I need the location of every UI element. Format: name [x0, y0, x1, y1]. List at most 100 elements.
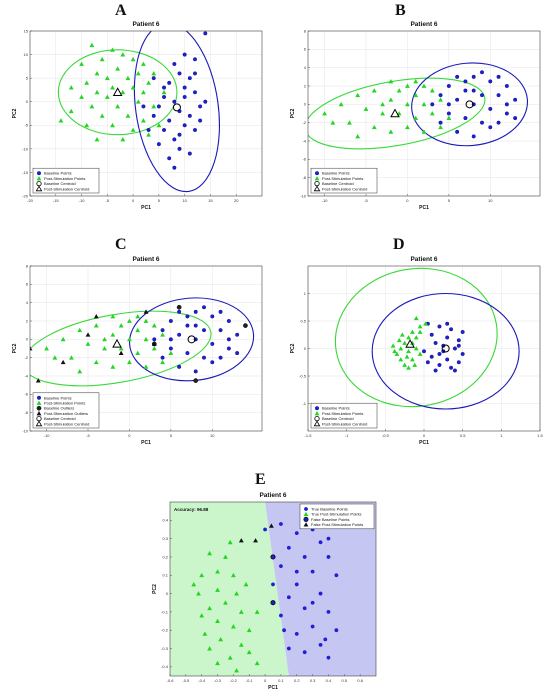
chart4-y-tick-label: -0.1 [161, 609, 169, 614]
chart2-data-point [185, 314, 190, 319]
chart1-y-tick-label: 4 [304, 65, 307, 70]
chart1-data-point [405, 101, 410, 107]
chart2-y-tick-label: -4 [24, 373, 28, 378]
chart0-title: Patient 6 [132, 21, 159, 28]
chart4-data-point [286, 646, 291, 651]
chart4-data-point [326, 655, 331, 660]
chart2-data-point [110, 332, 116, 337]
chart4-data-point [230, 624, 236, 629]
chart2-data-point [118, 323, 124, 328]
chart1-data-point [388, 97, 394, 102]
chart0-data-point [156, 122, 162, 128]
chart3-data-point [417, 329, 423, 334]
chart2-data-point [218, 328, 223, 333]
chart1-y-tick-label: 8 [304, 28, 307, 33]
chart4-data-point [326, 609, 331, 614]
chart1-y-axis-label: PC2 [290, 108, 296, 118]
chart3-x-tick-label: 0.5 [460, 433, 466, 438]
panel-letter-b: B [395, 2, 406, 19]
chart1-data-point [488, 106, 493, 111]
chart3-data-point [394, 351, 400, 356]
chart1-y-tick-label: 6 [304, 47, 307, 52]
chart2-data-point [112, 338, 122, 348]
chart1-data-point [455, 74, 460, 79]
chart0-plot-contents [57, 31, 220, 193]
panel-letter-c: C [115, 236, 127, 253]
chart3-x-tick-label: -1.5 [305, 433, 313, 438]
chart3-data-point [429, 354, 434, 359]
chart4-data-point [269, 523, 274, 528]
chart2-data-point [135, 314, 141, 319]
chart2-data-point [52, 355, 58, 360]
chart0-data-point [94, 71, 100, 76]
chart2-data-point [177, 364, 182, 369]
chart1-data-point [438, 97, 443, 102]
chart1-data-point [429, 111, 435, 116]
chart0-y-tick-label: 15 [24, 28, 29, 33]
chart2-legend-marker [37, 395, 42, 400]
chart4-x-tick-label: -0.4 [198, 678, 206, 683]
chart-d: Patient 6 -1.5 -1 -0.5 0 0.5 1 1.5 -1 -0.5 0 0.5 1 PC… [290, 256, 544, 446]
chart0-legend [32, 167, 100, 194]
chart0-data-point [115, 104, 121, 109]
chart4-x-tick-label: -0.2 [230, 678, 238, 683]
chart4-data-point [294, 582, 299, 587]
chart0-plot-frame [29, 30, 263, 197]
chart2-data-point [177, 332, 182, 337]
chart2-data-point [210, 341, 215, 346]
chart3-data-point [413, 346, 419, 351]
chart0-legend-marker [37, 171, 42, 176]
chart0-data-point [187, 151, 192, 156]
chart2-legend-marker [36, 405, 42, 411]
chart0-data-point [84, 122, 90, 128]
chart4-post-region [170, 502, 289, 676]
chart2-legend [32, 392, 100, 429]
chart2-data-point [235, 332, 240, 337]
chart4-legend-label: False Post-Stimulation Points [311, 522, 363, 527]
chart4-y-tick-label: 0 [166, 591, 169, 596]
chart2-data-point [93, 314, 99, 319]
chart0-data-point [125, 113, 131, 118]
chart3-data-point [429, 332, 434, 337]
chart0-data-point [110, 85, 115, 90]
chart2-data-point [226, 318, 231, 323]
chart2-data-point [69, 355, 74, 360]
chart4-data-point [318, 642, 323, 647]
chart4-data-point [246, 649, 252, 655]
chart4-data-point [334, 628, 339, 633]
chart1-data-point [446, 115, 452, 121]
chart4-data-point [279, 564, 283, 569]
chart2-data-point [77, 369, 83, 374]
chart2-data-point [44, 346, 49, 351]
chart0-data-point [146, 80, 151, 85]
chart0-data-point [130, 56, 136, 62]
chart3-data-point [410, 357, 415, 362]
chart3-data-point [421, 349, 426, 354]
chart2-data-point [143, 318, 149, 323]
chart0-data-point [162, 94, 167, 99]
chart4-data-point [271, 582, 275, 587]
chart0-data-point [192, 127, 197, 132]
chart2-y-tick-label: 2 [26, 318, 29, 323]
chart0-data-point [84, 80, 90, 85]
chart0-data-point [99, 113, 105, 118]
chart2-data-point [193, 369, 198, 374]
chart0-data-point [104, 75, 110, 81]
chart4-x-tick-label: -0.3 [214, 678, 222, 683]
chart-c: Patient 6 -10 -5 0 5 10 -10 -8 -6 -4 -2 0 2 4 6 8 PC1 PC2… [12, 256, 263, 446]
chart3-y-axis-label: PC2 [290, 343, 296, 353]
chart0-confidence-ellipse [57, 49, 178, 136]
chart1-x-tick-label: 5 [448, 198, 451, 203]
chart0-data-point [203, 31, 208, 36]
chart1-data-point [413, 115, 419, 121]
chart4-data-point [215, 587, 220, 592]
chart3-confidence-ellipse [371, 292, 520, 410]
chart2-data-point [60, 359, 66, 365]
chart3-data-point [456, 343, 461, 348]
chart2-data-point [85, 341, 91, 346]
chart1-data-point [496, 93, 501, 98]
chart0-data-point [151, 76, 156, 81]
chart3-legend-marker [313, 420, 321, 427]
chart2-data-point [185, 351, 190, 356]
chart1-y-tick-label: 2 [304, 83, 307, 88]
